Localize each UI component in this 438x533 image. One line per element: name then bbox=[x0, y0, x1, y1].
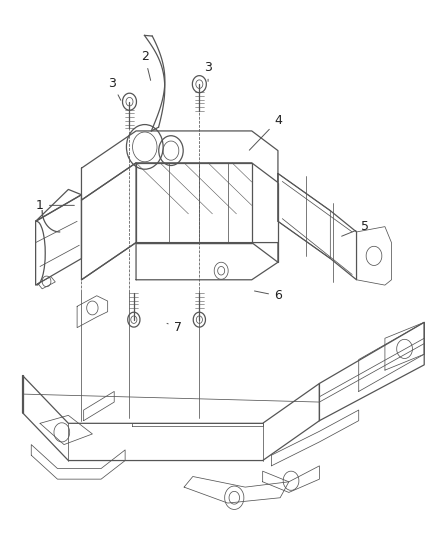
Text: 5: 5 bbox=[342, 220, 369, 236]
Text: 4: 4 bbox=[249, 114, 282, 150]
Text: 3: 3 bbox=[204, 61, 212, 82]
Text: 7: 7 bbox=[167, 321, 181, 334]
Text: 6: 6 bbox=[254, 289, 282, 302]
Text: 1: 1 bbox=[36, 199, 74, 212]
Text: 3: 3 bbox=[108, 77, 121, 100]
Text: 2: 2 bbox=[141, 50, 151, 80]
